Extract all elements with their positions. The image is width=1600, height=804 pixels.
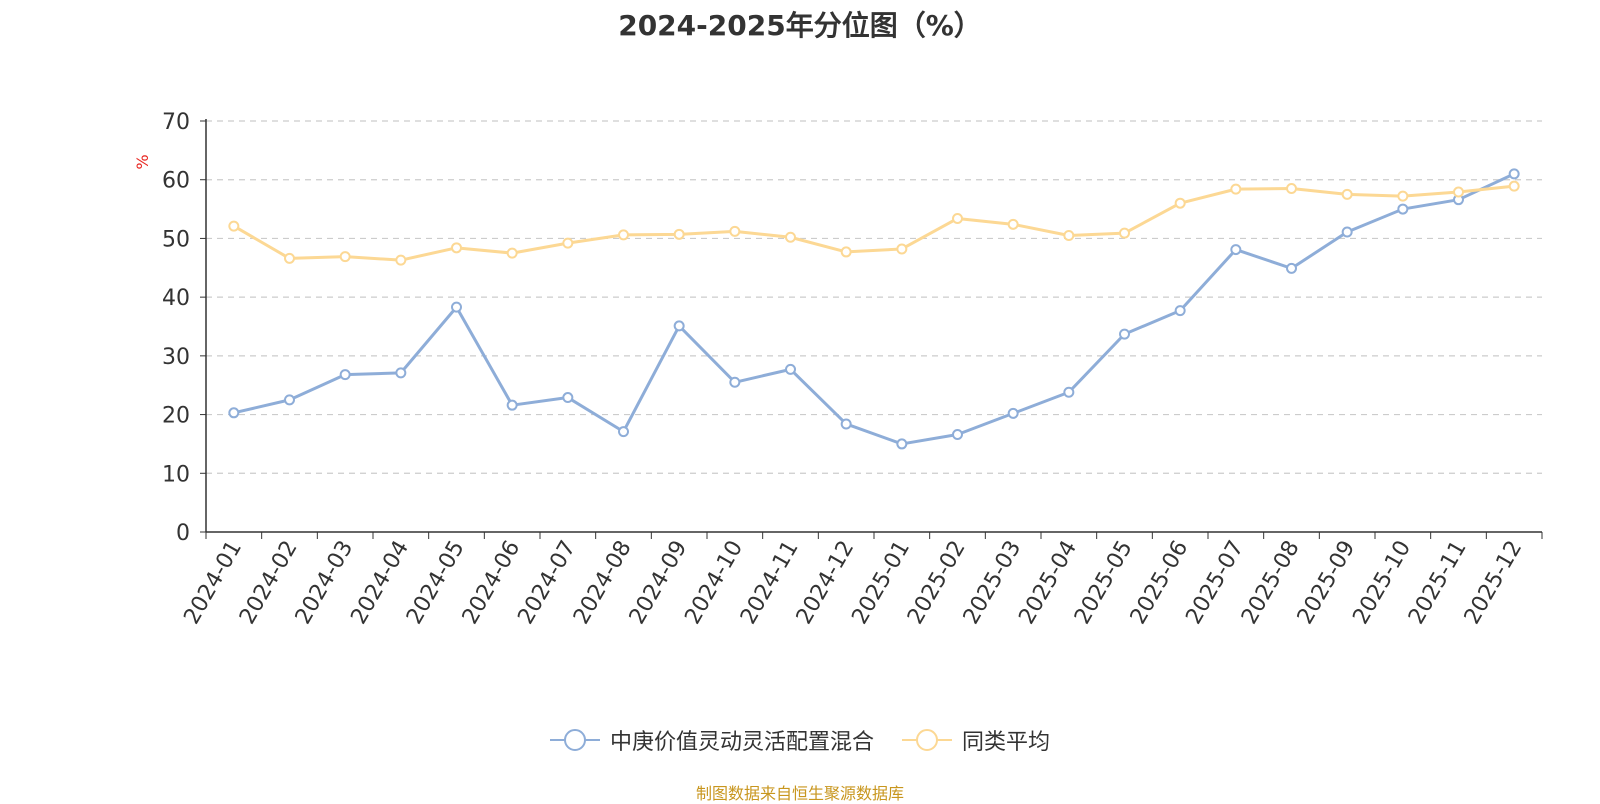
data-point-1-17 [1174,197,1186,209]
legend-average-icon [902,729,952,751]
data-point-1-14 [1007,218,1019,230]
data-point-1-16 [1119,227,1130,239]
y-tick-label: 10 [162,462,190,487]
data-point-1-15 [1063,229,1075,241]
data-point-0-2 [339,369,351,381]
data-point-0-16 [1119,328,1130,340]
data-point-1-6 [562,237,574,249]
y-tick-label: 20 [162,404,190,429]
data-point-0-14 [1007,407,1019,419]
data-point-0-23 [1508,168,1520,180]
data-point-0-18 [1230,244,1242,256]
data-point-1-11 [840,246,852,258]
data-point-0-1 [284,394,295,406]
data-point-0-13 [952,429,963,441]
y-axis-label: % [133,154,152,169]
data-point-1-13 [952,212,963,224]
y-tick-label: 0 [176,521,190,546]
legend-fund-label: 中庚价值灵动灵活配置混合 [609,730,874,755]
data-point-0-6 [562,392,574,404]
series-line-0 [232,172,1516,446]
data-point-1-2 [339,251,351,263]
data-point-0-3 [395,367,407,379]
legend-item-fund[interactable]: 中庚价值灵动灵活配置混合 [549,724,874,756]
legend-fund-icon [549,729,600,751]
series-line-1 [232,184,1516,262]
data-point-1-20 [1341,188,1353,200]
chart-title: 2024-2025年分位图（%） [618,9,982,42]
data-point-0-19 [1286,262,1297,274]
data-point-0-20 [1341,226,1353,238]
legend-item-average[interactable]: 同类平均 [902,724,1050,756]
data-point-1-21 [1397,190,1409,202]
data-point-1-4 [451,242,462,254]
legend-average-label: 同类平均 [962,730,1051,755]
y-tick-label: 50 [162,227,190,252]
data-point-0-17 [1174,305,1186,317]
data-point-0-21 [1397,203,1409,215]
y-tick-label: 60 [162,169,190,194]
data-point-1-22 [1453,186,1464,198]
data-point-0-4 [451,301,462,313]
data-point-1-19 [1286,183,1297,195]
data-point-0-15 [1063,386,1075,398]
y-tick-label: 30 [162,345,190,370]
data-point-1-12 [896,243,908,255]
data-point-1-5 [506,247,518,259]
data-point-1-23 [1508,180,1520,192]
data-point-1-3 [395,254,407,266]
data-point-0-9 [729,376,741,388]
data-point-1-1 [284,252,295,264]
data-point-1-10 [785,231,796,243]
y-tick-label: 40 [162,286,190,311]
data-point-1-7 [618,229,629,241]
line-chart: 010203040506070%2024-012024-022024-03202… [133,110,1543,629]
data-point-1-8 [673,228,685,240]
data-source-note: 制图数据来自恒生聚源数据库 [695,784,904,803]
y-tick-label: 70 [162,110,190,135]
data-point-0-5 [506,399,518,411]
data-point-0-10 [785,363,796,375]
data-point-1-9 [729,225,741,237]
data-point-1-18 [1230,183,1242,195]
legend: 中庚价值灵动灵活配置混合 同类平均 [0,724,1600,756]
data-point-0-12 [896,438,908,450]
data-point-0-11 [840,418,852,430]
data-point-1-0 [228,220,240,232]
data-point-0-8 [673,320,685,332]
data-point-0-7 [618,426,629,438]
data-point-0-0 [228,407,240,419]
